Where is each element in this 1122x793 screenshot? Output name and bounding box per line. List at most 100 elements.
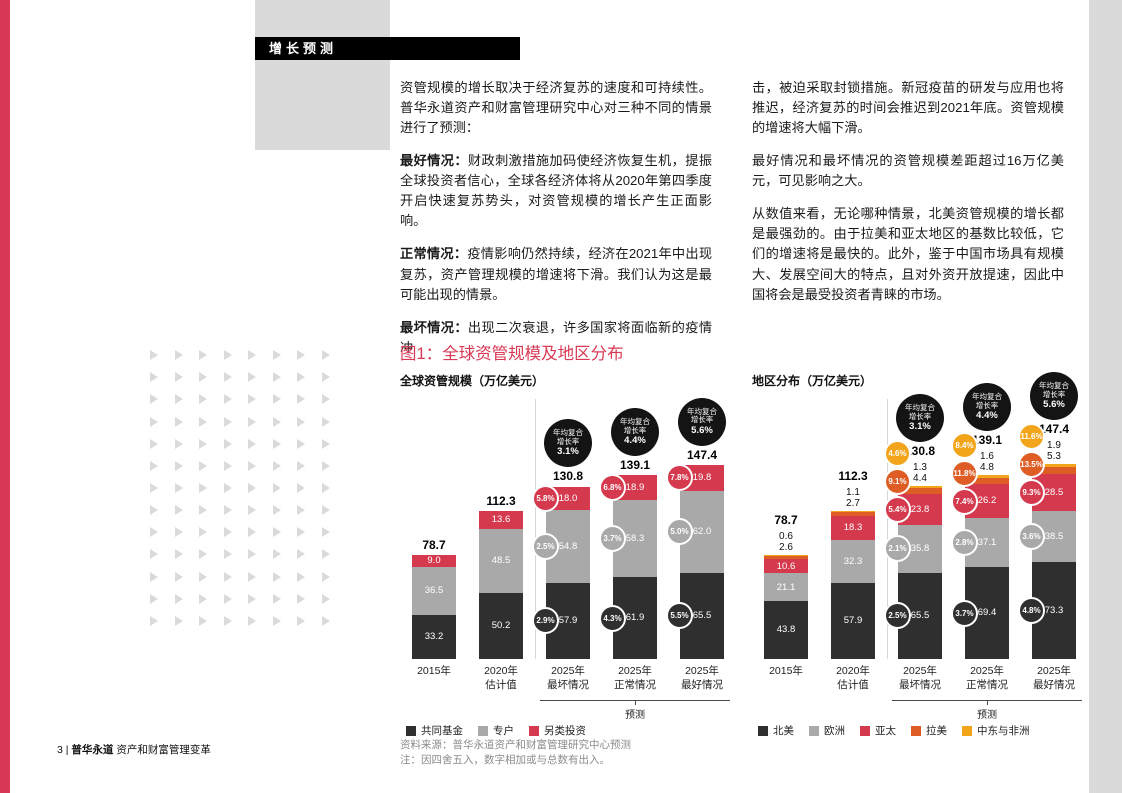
legend-swatch (758, 725, 768, 736)
chart-subtitle: 地区分布（万亿美元） (752, 374, 873, 388)
chevron-icon (150, 505, 159, 516)
chart-column: 50.2 48.5 13.6 112.3 (473, 393, 529, 659)
chevron-icon (272, 438, 281, 449)
chevron-icon (150, 549, 159, 560)
chevron-icon (199, 527, 208, 538)
paragraph-text: 从数值来看，无论哪种情景，北美资管规模的增长都是最强劲的。由于拉美和亚太地区的基… (752, 206, 1064, 302)
cagr-bubble: 年均复合 增长率 5.6% (1030, 372, 1078, 421)
chevron-icon (199, 482, 208, 493)
chevron-icon (223, 571, 232, 582)
stacked-bar: 69.4 37.1 26.2 (965, 475, 1009, 659)
chevron-icon (248, 350, 257, 361)
chevron-icon (248, 394, 257, 405)
segment-value: 1.9 (1047, 440, 1061, 452)
segment-value: 2.7 (846, 497, 860, 509)
chart-column: 65.5 62.0 19.8 147.4 年均复合 增长率 5.6% 5.5% 5.0% 7.8% (666, 393, 730, 659)
segment-value: 54.8 (558, 540, 578, 552)
segment-cagr-circle: 2.1% (884, 535, 911, 563)
segment-value: 10.6 (776, 560, 796, 572)
chevron-icon (199, 416, 208, 427)
cagr-bubble-value: 4.4% (624, 435, 646, 447)
chevron-icon (150, 416, 159, 427)
bar-total: 78.7 (774, 513, 798, 528)
chevron-icon (297, 372, 306, 383)
segment-value: 13.6 (491, 514, 511, 526)
legend-item: 中东与非洲 (962, 723, 1030, 738)
chart-plot: 43.8 21.1 10.6 0.6 2.6 78.7 57.9 32.3 18.3 1.1 2.7… (752, 372, 1088, 659)
chevron-icon (223, 505, 232, 516)
cagr-bubble-line: 增长率 (556, 436, 580, 446)
cagr-bubble: 年均复合 增长率 4.4% (963, 383, 1011, 432)
chevron-icon (321, 438, 330, 449)
segment-value: 57.9 (558, 615, 578, 627)
legend-label: 拉美 (926, 725, 947, 737)
legend-item: 另类投资 (529, 723, 586, 738)
chevron-icon (297, 350, 306, 361)
cagr-bubble-value: 5.6% (1043, 399, 1065, 411)
note-line: 注：因四舍五入，数字相加或与总数有出入。 (400, 754, 610, 767)
chevron-icon (248, 460, 257, 471)
segment-cagr-circle: 5.8% (532, 484, 559, 512)
legend-item: 拉美 (911, 723, 947, 738)
source-line: 资料来源：普华永道资产和财富管理研究中心预测 (400, 739, 631, 751)
segment-value: 57.9 (843, 615, 863, 627)
paragraph-lead: 最好情况： (400, 153, 468, 169)
chart-legend: 北美 欧洲 亚太 拉美 中东与非洲 (752, 723, 1088, 738)
segment-value: 23.8 (910, 503, 930, 515)
chevron-icon (248, 438, 257, 449)
chevron-icon (174, 350, 183, 361)
bar-segment: 57.9 (831, 582, 875, 659)
bar-segment: 33.2 (412, 615, 456, 659)
chevron-icon (248, 505, 257, 516)
x-axis-label: 2025年 最好情况 (1033, 665, 1075, 691)
paragraph: 最坏情况：出现二次衰退，许多国家将面临新的疫情冲 (400, 318, 712, 358)
x-axis: 2015年 2020年 估计值 2025年 最坏情况 2025年 正常情况 2025年 … (400, 665, 736, 697)
chevron-icon (174, 460, 183, 471)
paragraph-text: 最好情况和最坏情况的资管规模差距超过16万亿美元，可见影响之大。 (752, 153, 1064, 189)
cagr-bubble-value: 4.4% (976, 410, 998, 422)
x-axis-label: 2020年 估计值 (836, 665, 870, 691)
bar-segment (898, 486, 942, 489)
forecast-divider (534, 399, 536, 659)
legend-swatch (962, 725, 972, 736)
header-gray-block (255, 0, 390, 150)
segment-value: 62.0 (692, 525, 712, 537)
paragraph-text: 财政刺激措施加码使经济恢复生机，提振全球投资者信心，全球各经济体将从2020年第… (400, 153, 713, 229)
page-number: 3 | (57, 744, 72, 756)
forecast-bracket: 预测 (752, 697, 1088, 721)
chevron-icon (150, 438, 159, 449)
cagr-bubble-value: 5.6% (691, 424, 713, 436)
x-axis-label: 2025年 正常情况 (966, 665, 1008, 691)
segment-value: 2.6 (779, 542, 793, 554)
segment-value: 65.5 (910, 610, 930, 622)
legend-swatch (406, 725, 416, 736)
chart-plot: 33.2 36.5 9.0 78.7 50.2 48.5 13.6 112.3 57.9 54.8… (400, 393, 736, 659)
segment-value: 5.3 (1047, 451, 1061, 463)
figure-title: 图1：全球资管规模及地区分布 (400, 345, 624, 363)
chart-column: 33.2 36.5 9.0 78.7 (406, 393, 462, 659)
chart-source-note: 资料来源：普华永道资产和财富管理研究中心预测 注：因四舍五入，数字相加或与总数有… (400, 738, 631, 768)
chevron-icon (174, 527, 183, 538)
chevron-icon (174, 505, 183, 516)
segment-value: 43.8 (776, 624, 796, 636)
chevron-icon (321, 571, 330, 582)
chevron-icon (272, 350, 281, 361)
chevron-icon (174, 482, 183, 493)
chevron-icon (321, 549, 330, 560)
bar-segment: 43.8 (764, 601, 808, 659)
section-header: 增长预测 (255, 37, 520, 60)
chevron-icon (174, 549, 183, 560)
x-axis-label: 2020年 估计值 (484, 665, 518, 691)
chevron-icon (272, 416, 281, 427)
chevron-icon (321, 372, 330, 383)
brand-name: 普华永道 (71, 744, 117, 756)
bar-total: 112.3 (486, 493, 516, 508)
forecast-bracket-tick (635, 700, 636, 705)
chevron-icon (199, 615, 208, 626)
bar-segment: 10.6 (764, 559, 808, 574)
chevron-icon (199, 372, 208, 383)
chevron-icon (150, 571, 159, 582)
chevron-icon (321, 460, 330, 471)
chevron-icon (223, 527, 232, 538)
bar-total: 139.1 (971, 433, 1003, 448)
